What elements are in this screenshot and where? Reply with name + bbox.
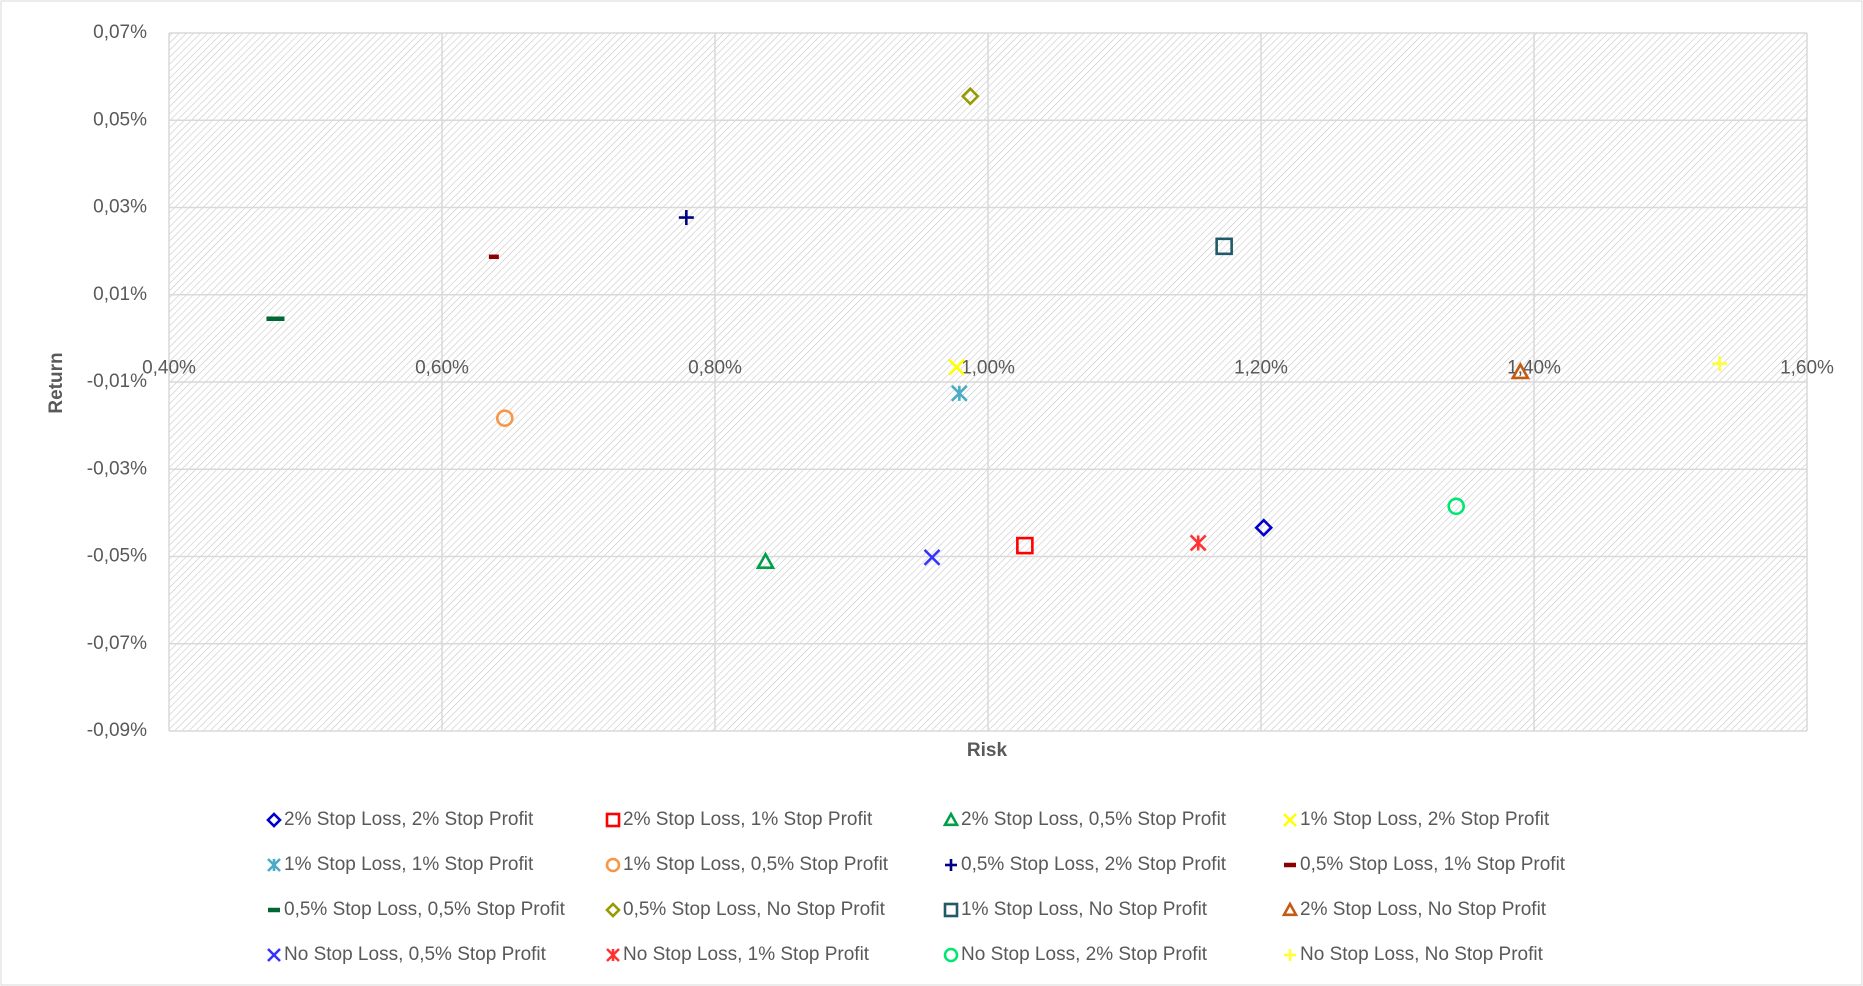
y-tick-label: -0,01%	[87, 371, 147, 392]
legend-marker	[945, 859, 957, 871]
y-tick-label: -0,03%	[87, 458, 147, 479]
legend-label: 1% Stop Loss, 0,5% Stop Profit	[623, 854, 889, 875]
legend-marker-part	[943, 947, 959, 963]
x-tick-label: 0,80%	[688, 357, 742, 378]
point-part	[755, 551, 776, 570]
legend-marker	[605, 857, 621, 873]
point	[1712, 356, 1728, 372]
y-axis-title: Return	[46, 352, 67, 413]
legend-marker-part	[605, 812, 621, 828]
point-part	[1215, 237, 1233, 256]
legend-marker	[267, 948, 281, 962]
x-tick-label: 1,20%	[1234, 357, 1288, 378]
legend-label: 2% Stop Loss, 1% Stop Profit	[623, 809, 873, 830]
legend-marker	[1281, 901, 1299, 917]
legend-label: No Stop Loss, 0,5% Stop Profit	[284, 944, 547, 965]
point	[948, 358, 966, 376]
legend-marker-part	[942, 811, 960, 827]
legend-label: 1% Stop Loss, 2% Stop Profit	[1300, 809, 1550, 830]
point-part	[1447, 497, 1465, 516]
y-tick-label: 0,07%	[93, 22, 147, 43]
legend-marker-part	[267, 948, 281, 962]
legend-marker-part	[1281, 901, 1299, 917]
point	[1189, 534, 1207, 552]
y-tick-label: 0,05%	[93, 109, 147, 130]
point	[495, 409, 514, 428]
legend-marker	[606, 948, 620, 962]
y-tick-label: -0,09%	[87, 720, 147, 741]
x-tick-label: 0,60%	[415, 357, 469, 378]
point-part	[960, 86, 980, 106]
point	[960, 86, 980, 106]
legend-label: 1% Stop Loss, 1% Stop Profit	[284, 854, 534, 875]
legend-label: 0,5% Stop Loss, 0,5% Stop Profit	[284, 899, 566, 920]
point	[923, 548, 941, 566]
legend-label: 2% Stop Loss, 0,5% Stop Profit	[961, 809, 1227, 830]
legend-marker-part	[943, 902, 959, 918]
legend-label: 2% Stop Loss, No Stop Profit	[1300, 899, 1547, 920]
legend-marker	[605, 812, 621, 828]
y-tick-label: -0,05%	[87, 546, 147, 567]
legend-marker	[267, 858, 281, 872]
point	[1254, 518, 1274, 538]
legend-marker-part	[266, 812, 282, 828]
legend-label: No Stop Loss, 1% Stop Profit	[623, 944, 870, 965]
y-tick-label: 0,03%	[93, 197, 147, 218]
point	[950, 384, 968, 402]
point	[678, 210, 694, 226]
legend-marker	[605, 902, 621, 918]
legend-label: No Stop Loss, 2% Stop Profit	[961, 944, 1208, 965]
point-part	[495, 409, 514, 428]
legend-label: 0,5% Stop Loss, No Stop Profit	[623, 899, 886, 920]
point-part	[1254, 518, 1274, 538]
legend-label: 0,5% Stop Loss, 1% Stop Profit	[1300, 854, 1566, 875]
point	[755, 551, 776, 570]
legend-label: 2% Stop Loss, 2% Stop Profit	[284, 809, 534, 830]
point	[1447, 497, 1465, 516]
point	[1016, 536, 1034, 555]
legend-marker	[266, 812, 282, 828]
legend-label: No Stop Loss, No Stop Profit	[1300, 944, 1544, 965]
legend-marker	[943, 902, 959, 918]
point-part	[923, 548, 941, 566]
legend-marker	[943, 947, 959, 963]
x-tick-label: 1,60%	[1780, 357, 1834, 378]
legend-marker-part	[1283, 813, 1297, 827]
legend-marker-part	[605, 902, 621, 918]
legend-marker	[1284, 949, 1296, 961]
y-tick-label: 0,01%	[93, 284, 147, 305]
x-tick-label: 0,40%	[142, 357, 196, 378]
legend-marker	[1283, 813, 1297, 827]
x-tick-label: 1,00%	[961, 357, 1015, 378]
legend-label: 1% Stop Loss, No Stop Profit	[961, 899, 1208, 920]
legend-marker-part	[605, 857, 621, 873]
point	[1510, 361, 1531, 380]
x-axis-title: Risk	[967, 740, 1008, 761]
point-part	[1510, 361, 1531, 380]
legend-marker	[942, 811, 960, 827]
point	[1215, 237, 1233, 256]
y-tick-label: -0,07%	[87, 633, 147, 654]
point-part	[1016, 536, 1034, 555]
point-part	[948, 358, 966, 376]
legend-label: 0,5% Stop Loss, 2% Stop Profit	[961, 854, 1227, 875]
